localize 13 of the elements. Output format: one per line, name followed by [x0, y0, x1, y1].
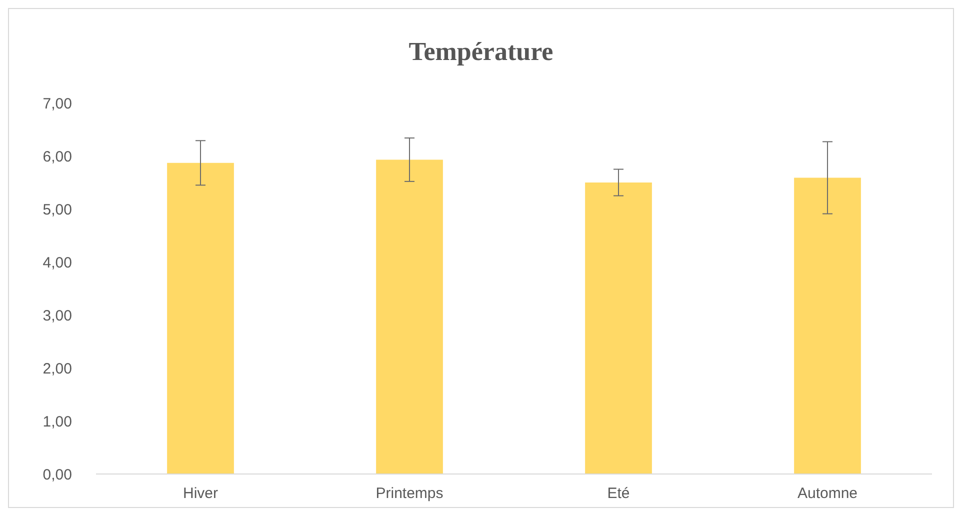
y-tick-label: 3,00: [42, 307, 72, 324]
y-tick-label: 4,00: [42, 254, 72, 272]
x-tick-label: Automne: [797, 485, 858, 502]
y-tick-label: 5,00: [42, 201, 72, 218]
x-tick-label: Eté: [607, 485, 630, 502]
y-tick-label: 6,00: [42, 148, 72, 166]
y-tick-label: 2,00: [42, 360, 72, 378]
x-tick-label: Hiver: [182, 485, 218, 502]
chart-title: Température: [408, 37, 554, 66]
y-tick-label: 0,00: [42, 466, 72, 484]
x-tick-label: Printemps: [376, 485, 444, 502]
y-tick-label: 1,00: [42, 413, 72, 430]
y-tick-label: 7,00: [42, 95, 72, 112]
